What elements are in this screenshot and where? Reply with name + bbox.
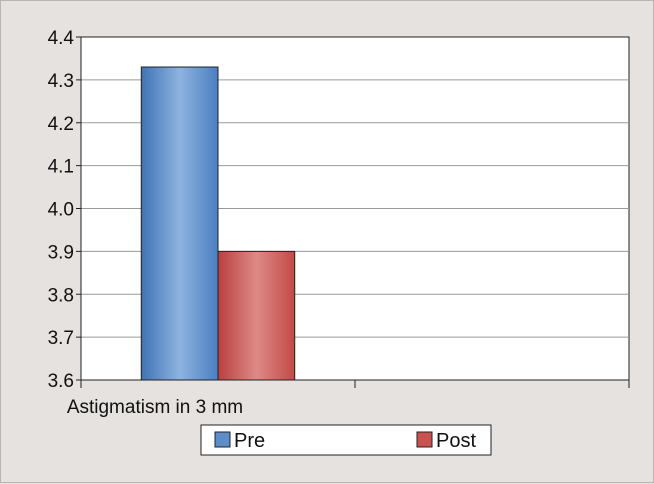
bar-pre [140, 66, 219, 381]
legend-label-pre: Pre [234, 430, 265, 452]
legend-box [200, 424, 492, 456]
y-tick-label: 4.2 [48, 114, 74, 135]
y-tick-label: 4.4 [48, 28, 75, 49]
y-tick-label: 3.9 [48, 242, 74, 263]
y-tick-label: 4.3 [48, 71, 74, 92]
legend-label-post: Post [436, 430, 476, 452]
y-tick-label: 3.6 [48, 371, 74, 392]
y-tick-label: 3.7 [48, 328, 74, 349]
category-label: Astigmatism in 3 mm [67, 397, 243, 418]
y-tick-label: 4.0 [48, 200, 74, 221]
bar-post [217, 250, 296, 381]
y-tick-label: 3.8 [48, 285, 74, 306]
legend-swatch-pre [214, 431, 231, 448]
legend-swatch-post [416, 431, 433, 448]
y-tick-label: 4.1 [48, 157, 74, 178]
